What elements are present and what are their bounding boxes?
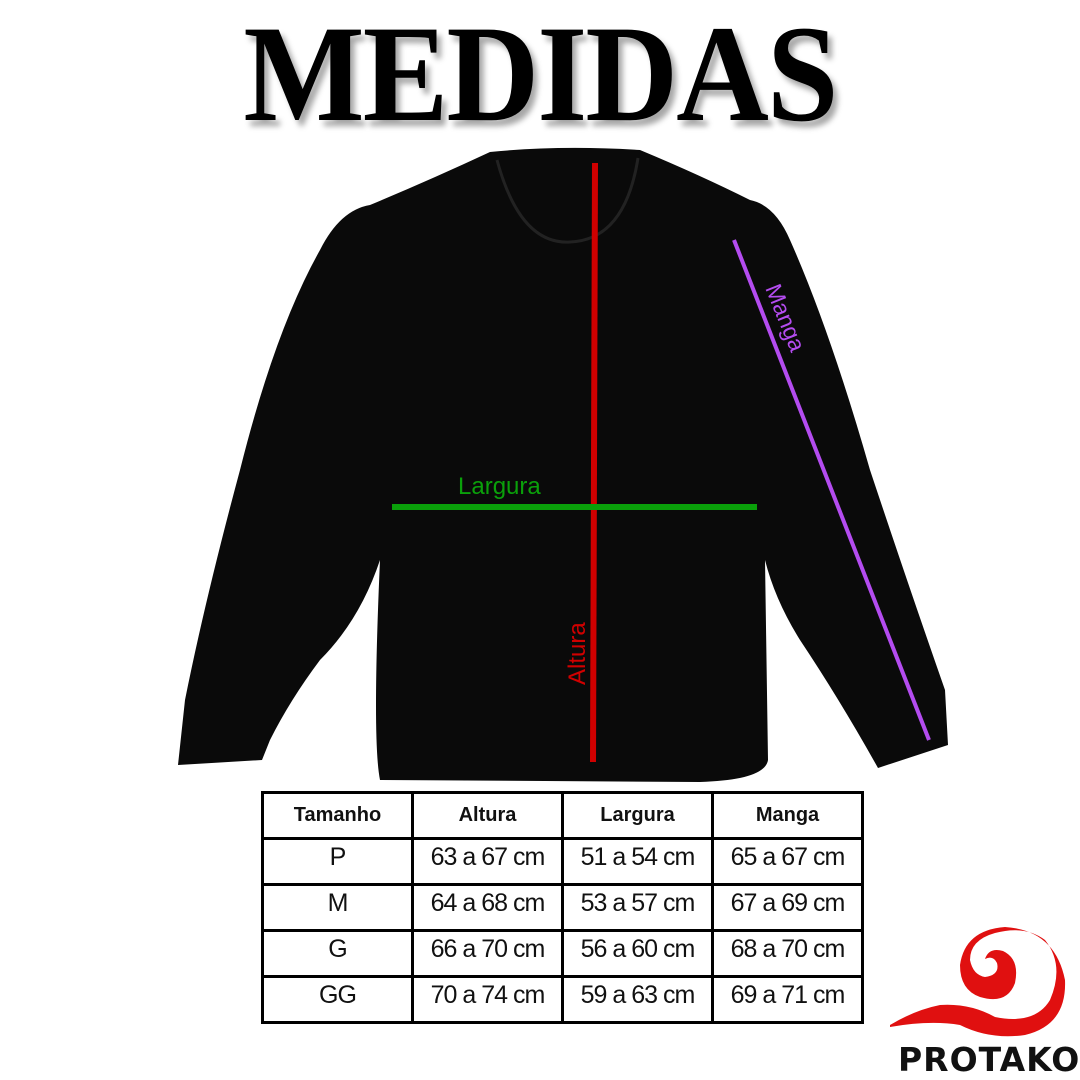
table-row: M 64 a 68 cm 53 a 57 cm 67 a 69 cm (261, 883, 864, 932)
size-table: Tamanho Altura Largura Manga P 63 a 67 c… (261, 791, 864, 1024)
cell-manga: 69 a 71 cm (711, 975, 864, 1024)
cell-size: M (261, 883, 414, 932)
cell-largura: 51 a 54 cm (561, 837, 714, 886)
cell-altura: 70 a 74 cm (411, 975, 564, 1024)
cell-altura: 63 a 67 cm (411, 837, 564, 886)
altura-label: Altura (564, 622, 591, 685)
cell-altura: 66 a 70 cm (411, 929, 564, 978)
header-manga: Manga (711, 791, 864, 840)
manga-line (732, 239, 931, 741)
page-title: MEDIDAS (243, 0, 838, 150)
sweatshirt-shape (178, 147, 948, 782)
header-altura: Altura (411, 791, 564, 840)
table-row: G 66 a 70 cm 56 a 60 cm 68 a 70 cm (261, 929, 864, 978)
cell-largura: 56 a 60 cm (561, 929, 714, 978)
table-row: GG 70 a 74 cm 59 a 63 cm 69 a 71 cm (261, 975, 864, 1024)
altura-line (590, 162, 598, 763)
cell-manga: 67 a 69 cm (711, 883, 864, 932)
collar (495, 157, 640, 244)
table-header-row: Tamanho Altura Largura Manga (261, 791, 864, 840)
cell-manga: 65 a 67 cm (711, 837, 864, 886)
header-tamanho: Tamanho (261, 791, 414, 840)
header-largura: Largura (561, 791, 714, 840)
cell-manga: 68 a 70 cm (711, 929, 864, 978)
cell-size: GG (261, 975, 414, 1024)
cell-largura: 53 a 57 cm (561, 883, 714, 932)
largura-label: Largura (458, 473, 541, 500)
brand-name: PROTAKO (898, 1040, 1080, 1079)
table-row: P 63 a 67 cm 51 a 54 cm 65 a 67 cm (261, 837, 864, 886)
protako-logo-swirl-icon (890, 927, 1066, 1037)
cell-altura: 64 a 68 cm (411, 883, 564, 932)
cell-largura: 59 a 63 cm (561, 975, 714, 1024)
cell-size: P (261, 837, 414, 886)
cell-size: G (261, 929, 414, 978)
sweatshirt-diagram: Largura Altura Manga (178, 147, 948, 782)
